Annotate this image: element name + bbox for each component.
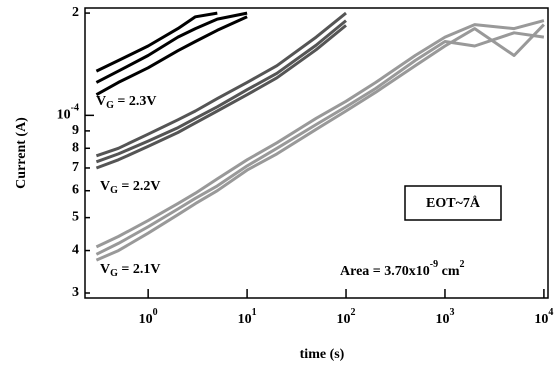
group-label-main: V xyxy=(100,179,110,194)
x-tick-label: 104 xyxy=(534,307,553,327)
y-axis-label: Current (A) xyxy=(14,117,29,189)
data-line xyxy=(95,24,347,170)
area-exp: -9 xyxy=(430,259,438,270)
x-tick-label: 100 xyxy=(139,307,158,327)
y-tick-label: 5 xyxy=(72,210,79,225)
y-tick-label: 2 xyxy=(72,5,79,20)
data-line xyxy=(95,31,545,256)
y-tick-label-base: 4 xyxy=(72,243,79,258)
y-tick-label: 10-4 xyxy=(57,103,79,123)
y-tick-label-base: 8 xyxy=(72,140,79,155)
y-tick-label: 4 xyxy=(72,243,79,258)
y-tick-label-base: 2 xyxy=(72,5,79,20)
x-tick-label-exponent: 0 xyxy=(153,307,158,318)
y-tick-label-base: 6 xyxy=(72,183,79,198)
data-line xyxy=(95,19,545,249)
x-tick-label-base: 10 xyxy=(139,312,153,327)
box-label: EOT~7Å xyxy=(426,195,481,211)
group-label-main: V xyxy=(96,94,106,109)
x-tick-label-base: 10 xyxy=(534,312,548,327)
annotation-box xyxy=(404,185,502,221)
data-line xyxy=(95,11,218,73)
y-tick-label-base: 5 xyxy=(72,210,79,225)
x-tick-label-base: 10 xyxy=(337,312,351,327)
x-tick-label-base: 10 xyxy=(435,312,449,327)
data-line xyxy=(95,15,248,97)
group-label-sub: G xyxy=(110,268,118,279)
group-label-rest: = 2.1V xyxy=(118,262,161,277)
y-tick-label-exponent: -4 xyxy=(71,103,79,114)
group-label-sub: G xyxy=(110,185,118,196)
y-tick-label-base: 3 xyxy=(72,285,79,300)
y-tick-label: 6 xyxy=(72,183,79,198)
y-tick-label: 7 xyxy=(72,160,79,175)
data-line xyxy=(95,11,347,158)
y-tick-label-base: 7 xyxy=(72,160,79,175)
group-label: VG = 2.2V xyxy=(100,179,161,196)
x-tick-label-exponent: 1 xyxy=(252,307,257,318)
x-axis-label: time (s) xyxy=(300,347,345,362)
area-label: Area = 3.70x10-9 cm2 xyxy=(340,259,465,279)
group-label: VG = 2.1V xyxy=(100,262,161,279)
x-tick-label: 101 xyxy=(238,307,257,327)
group-label-rest: = 2.2V xyxy=(118,179,161,194)
y-tick-label-base: 10 xyxy=(57,108,71,123)
y-tick-label: 3 xyxy=(72,285,79,300)
area-unit-exp: 2 xyxy=(460,259,465,270)
group-label-main: V xyxy=(100,262,110,277)
data-line xyxy=(95,11,248,84)
area-unit: cm xyxy=(438,264,460,279)
data-line xyxy=(95,23,545,262)
x-tick-label-base: 10 xyxy=(238,312,252,327)
x-tick-label-exponent: 3 xyxy=(449,307,454,318)
x-tick-label: 103 xyxy=(435,307,454,327)
group-label-sub: G xyxy=(106,100,114,111)
group-label-rest: = 2.3V xyxy=(114,94,157,109)
plot-frame xyxy=(84,7,549,299)
data-line xyxy=(95,19,347,164)
x-tick-label: 102 xyxy=(337,307,356,327)
y-tick-label: 9 xyxy=(72,123,79,138)
y-tick-label: 8 xyxy=(72,140,79,155)
group-label: VG = 2.3V xyxy=(96,94,157,111)
x-tick-label-exponent: 4 xyxy=(548,307,553,318)
x-tick-label-exponent: 2 xyxy=(351,307,356,318)
y-tick-label-base: 9 xyxy=(72,123,79,138)
area-main: Area = 3.70x10 xyxy=(340,264,430,279)
